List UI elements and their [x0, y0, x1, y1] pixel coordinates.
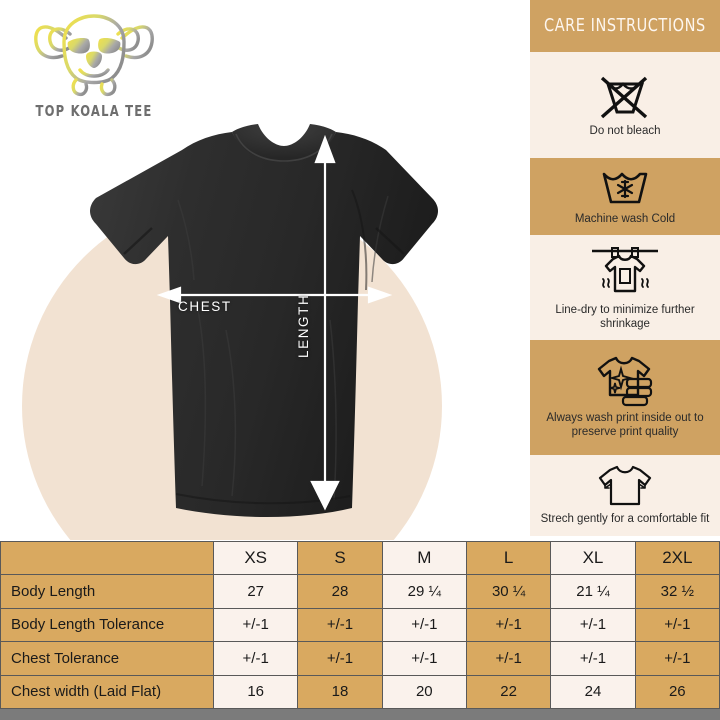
cell-xl: +/-1 [550, 641, 636, 676]
care-item-machine-wash-cold: Machine wash Cold [530, 158, 720, 235]
care-item-stretch-gently: Strech gently for a comfortable fit [530, 455, 720, 536]
cell-s: +/-1 [297, 607, 383, 643]
table-row-body-length-tolerance: Body Length Tolerance +/-1 +/-1 +/-1 +/-… [0, 607, 720, 643]
brand-logo: TOP KOALA TEE [14, 8, 174, 128]
table-row-chest-tolerance: Chest Tolerance +/-1 +/-1 +/-1 +/-1 +/-1… [0, 641, 720, 676]
brand-name: TOP KOALA TEE [35, 102, 153, 120]
koala-sunglasses-logo-icon [34, 14, 154, 97]
row-label: Chest Tolerance [0, 641, 214, 676]
care-item-do-not-bleach: Do not bleach [530, 52, 720, 158]
cell-xs: 27 [212, 574, 299, 609]
do-not-bleach-icon [600, 76, 648, 118]
size-chart-table: XS S M L XL 2XL Body Length 27 28 29 ¼ 3… [0, 540, 720, 710]
table-row-body-length: Body Length 27 28 29 ¼ 30 ¼ 21 ¼ 32 ½ [0, 574, 720, 609]
care-instructions-panel: CARE INSTRUCTIONS Do not bleach [530, 0, 720, 536]
shirt-diagram: CHEST LENGTH [22, 124, 442, 540]
tshirt-illustration [90, 124, 438, 517]
header-cell-blank [0, 540, 214, 576]
header-cell-xl: XL [550, 540, 636, 576]
cell-2xl: +/-1 [634, 641, 720, 676]
table-row-chest-width: Chest width (Laid Flat) 16 18 20 22 24 2… [0, 674, 720, 710]
cell-s: +/-1 [297, 641, 383, 676]
row-label: Body Length Tolerance [0, 607, 214, 643]
table-header-row: XS S M L XL 2XL [0, 540, 720, 576]
care-item-label: Machine wash Cold [574, 213, 676, 226]
header-cell-xs: XS [212, 540, 299, 576]
cell-m: 20 [381, 674, 467, 710]
cell-2xl: 26 [634, 674, 720, 710]
stretch-gently-icon [598, 466, 652, 506]
row-label: Body Length [0, 574, 214, 609]
care-item-label: Do not bleach [589, 124, 661, 137]
header-cell-l: L [465, 540, 552, 576]
cell-s: 18 [297, 674, 383, 710]
care-item-wash-inside-out: Always wash print inside out to preserve… [530, 340, 720, 455]
wash-inside-out-icon [597, 357, 653, 407]
cell-l: +/-1 [465, 641, 552, 676]
care-item-label: Strech gently for a comfortable fit [540, 513, 710, 526]
cell-2xl: +/-1 [634, 607, 720, 643]
cell-xl: 21 ¼ [550, 574, 636, 609]
cell-xs: +/-1 [212, 641, 299, 676]
care-item-line-dry: Line-dry to minimize further shrinkage [530, 235, 720, 340]
bottom-divider-strip [0, 709, 720, 720]
row-label: Chest width (Laid Flat) [0, 674, 214, 710]
cell-m: +/-1 [381, 641, 467, 676]
cell-xs: 16 [212, 674, 299, 710]
header-cell-s: S [297, 540, 383, 576]
header-cell-m: M [381, 540, 467, 576]
chest-measure-label: CHEST [178, 299, 232, 314]
care-panel-title: CARE INSTRUCTIONS [544, 16, 706, 36]
line-dry-icon [592, 247, 658, 293]
cell-s: 28 [297, 574, 383, 609]
cell-xl: +/-1 [550, 607, 636, 643]
cell-xs: +/-1 [212, 607, 299, 643]
cell-xl: 24 [550, 674, 636, 710]
machine-wash-cold-icon [602, 172, 648, 204]
cell-l: +/-1 [465, 607, 552, 643]
length-measure-label: LENGTH [296, 293, 311, 358]
cell-2xl: 32 ½ [634, 574, 720, 609]
cell-m: +/-1 [381, 607, 467, 643]
cell-m: 29 ¼ [381, 574, 467, 609]
cell-l: 22 [465, 674, 552, 710]
care-panel-header: CARE INSTRUCTIONS [530, 0, 720, 52]
cell-l: 30 ¼ [465, 574, 552, 609]
care-item-label: Always wash print inside out to preserve… [546, 412, 704, 438]
care-item-label: Line-dry to minimize further shrinkage [555, 304, 695, 330]
header-cell-2xl: 2XL [634, 540, 720, 576]
